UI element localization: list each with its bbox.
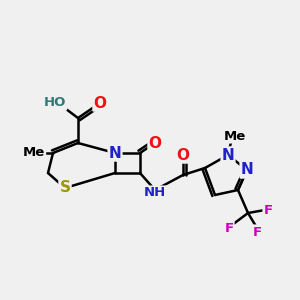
Text: F: F bbox=[224, 221, 234, 235]
Text: Me: Me bbox=[224, 130, 246, 142]
Text: N: N bbox=[222, 148, 234, 163]
Text: O: O bbox=[148, 136, 161, 151]
Text: NH: NH bbox=[144, 187, 166, 200]
Text: F: F bbox=[252, 226, 262, 238]
Text: Me: Me bbox=[23, 146, 45, 160]
Text: F: F bbox=[263, 203, 273, 217]
Text: HO: HO bbox=[44, 97, 66, 110]
Text: O: O bbox=[176, 148, 190, 163]
Text: O: O bbox=[94, 95, 106, 110]
Text: N: N bbox=[109, 146, 122, 160]
Text: N: N bbox=[241, 163, 254, 178]
Text: S: S bbox=[59, 181, 70, 196]
